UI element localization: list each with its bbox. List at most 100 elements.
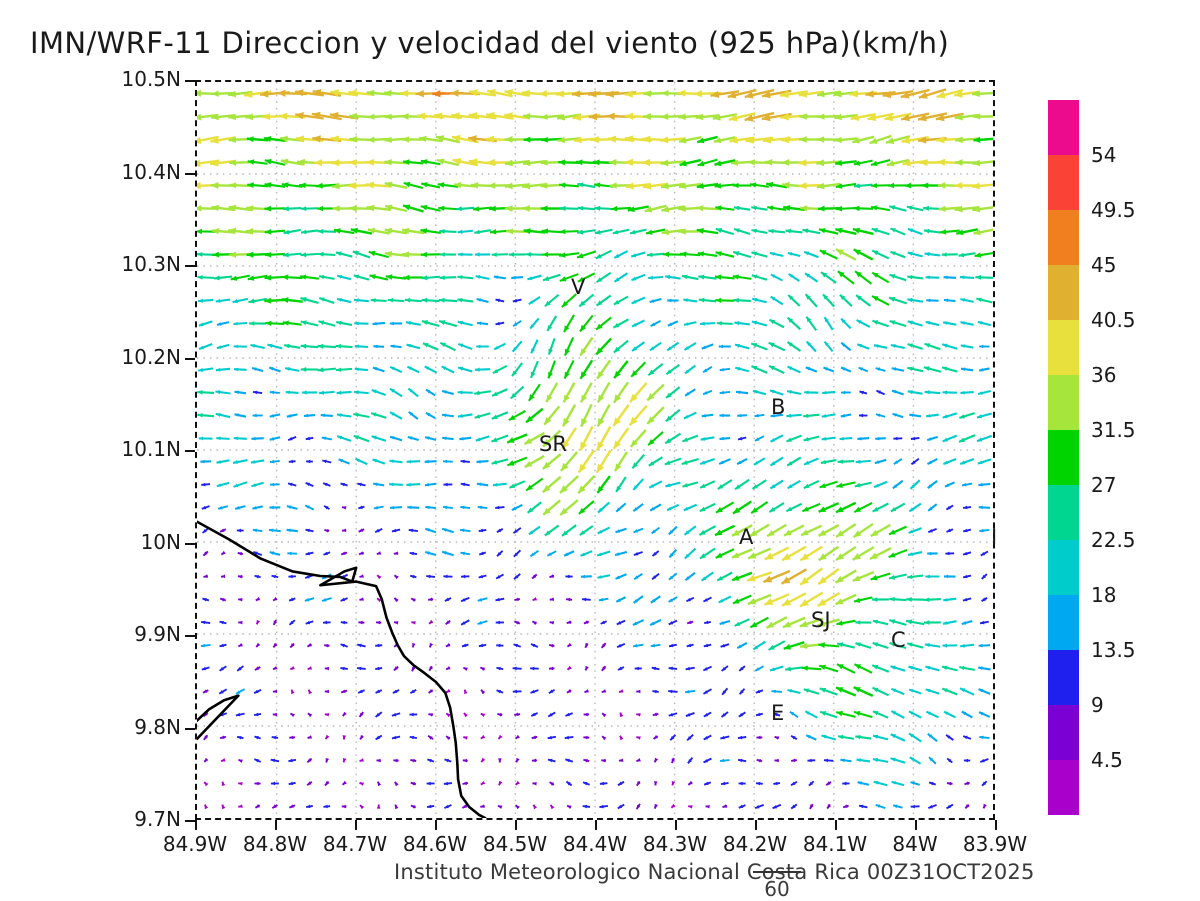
- wind-arrow-head: [197, 205, 201, 211]
- wind-arrow-head: [909, 530, 914, 534]
- wind-arrow-head: [625, 113, 633, 120]
- wind-arrow-head: [421, 275, 427, 280]
- wind-arrow-head: [890, 320, 896, 325]
- wind-arrow-head: [343, 712, 347, 716]
- wind-arrow-head: [385, 137, 392, 143]
- wind-arrow-head: [533, 597, 537, 600]
- colorbar-band: [1048, 100, 1079, 155]
- wind-arrow-head: [443, 483, 447, 487]
- wind-arrow-head: [279, 113, 287, 120]
- wind-arrow-head: [906, 597, 912, 602]
- wind-arrow-head: [264, 206, 271, 212]
- wind-arrow-head: [411, 782, 415, 785]
- wind-arrow-head: [804, 252, 809, 256]
- y-axis-tick: [185, 450, 195, 452]
- wind-arrow-head: [253, 414, 257, 418]
- wind-arrow-head: [200, 460, 204, 464]
- wind-arrow-head: [498, 758, 502, 762]
- wind-arrow-head: [471, 182, 478, 188]
- wind-arrow-head: [498, 806, 502, 809]
- gridlines: [197, 82, 993, 818]
- wind-arrow-head: [799, 136, 807, 143]
- wind-arrow-head: [928, 805, 932, 808]
- wind-arrow-head: [954, 182, 962, 189]
- wind-arrow-head: [282, 274, 289, 280]
- wind-arrow-head: [306, 621, 310, 624]
- wind-arrow-head: [515, 735, 519, 739]
- wind-arrow-head: [634, 552, 638, 555]
- wind-arrow-head: [955, 159, 963, 166]
- wind-arrow-head: [513, 667, 517, 671]
- wind-arrow-head: [667, 299, 671, 303]
- wind-arrow-head: [633, 529, 637, 532]
- y-axis-tick: [185, 820, 195, 822]
- wind-arrow-head: [505, 136, 513, 143]
- wind-arrow-head: [318, 344, 324, 349]
- wind-arrow-head: [229, 182, 236, 188]
- wind-arrow-head: [919, 159, 927, 166]
- wind-arrow-head: [288, 575, 292, 579]
- wind-arrow-head: [559, 229, 565, 234]
- wind-arrow-head: [212, 252, 219, 258]
- wind-arrow-head: [924, 597, 929, 602]
- wind-arrow-head: [237, 529, 241, 533]
- wind-arrow-head: [271, 782, 275, 786]
- wind-arrow-head: [678, 90, 686, 97]
- wind-arrow-head: [407, 506, 411, 510]
- wind-arrow-head: [721, 644, 725, 647]
- wind-arrow-head: [478, 621, 482, 624]
- wind-arrow-head: [542, 252, 548, 257]
- wind-arrow-head: [376, 621, 380, 625]
- wind-arrow-head: [734, 228, 740, 232]
- wind-arrow-head: [984, 804, 987, 808]
- wind-arrow-head: [221, 575, 225, 579]
- wind-arrow-head: [682, 437, 688, 441]
- wind-arrow-head: [977, 437, 982, 441]
- wind-arrow-head: [804, 689, 809, 693]
- wind-arrow-head: [430, 643, 433, 647]
- wind-arrow-head: [530, 690, 534, 693]
- wind-arrow-head: [733, 251, 739, 256]
- x-axis-tick: [755, 820, 757, 830]
- y-axis-tick: [185, 80, 195, 82]
- wind-arrow-head: [487, 159, 495, 166]
- wind-arrow-head: [619, 759, 623, 763]
- wind-arrow-head: [668, 690, 672, 694]
- wind-arrow-head: [800, 621, 808, 627]
- wind-arrow-head: [583, 782, 587, 785]
- y-axis-label: 10.3N: [122, 252, 182, 276]
- wind-arrow-head: [565, 713, 569, 716]
- wind-arrow-head: [199, 346, 204, 350]
- colorbar-tick-label: 4.5: [1091, 748, 1123, 772]
- wind-arrow-head: [871, 575, 878, 580]
- colorbar-band: [1048, 540, 1079, 595]
- wind-arrow-head: [926, 276, 930, 280]
- wind-arrow-head: [481, 714, 485, 717]
- wind-arrow-head: [291, 690, 294, 694]
- wind-arrow-head: [325, 690, 329, 694]
- wind-arrow-head: [234, 345, 238, 349]
- wind-arrow-head: [786, 438, 792, 442]
- wind-arrow-head: [908, 344, 913, 348]
- y-axis-label: 10N: [141, 530, 181, 554]
- reference-vector-icon: [753, 871, 801, 873]
- wind-arrow-head: [286, 391, 290, 395]
- wind-arrow-head: [394, 575, 398, 579]
- wind-arrow-head: [461, 575, 465, 579]
- wind-arrow-head: [409, 713, 413, 717]
- wind-arrow-head: [301, 206, 306, 211]
- wind-arrow-head: [348, 182, 356, 189]
- wind-arrow-head: [620, 736, 623, 740]
- y-axis-label: 9.7N: [134, 807, 181, 831]
- wind-arrow-head: [963, 736, 967, 739]
- wind-arrow-head: [700, 322, 705, 326]
- wind-arrow-head: [955, 137, 963, 144]
- wind-arrow-head: [366, 159, 374, 166]
- wind-arrow-head: [367, 137, 374, 143]
- wind-arrow-head: [238, 621, 242, 625]
- wind-arrow-head: [606, 113, 614, 120]
- wind-arrow-head: [926, 299, 930, 303]
- wind-arrow-head: [589, 113, 597, 120]
- wind-arrow-head: [548, 349, 553, 355]
- wind-arrow-head: [756, 736, 760, 740]
